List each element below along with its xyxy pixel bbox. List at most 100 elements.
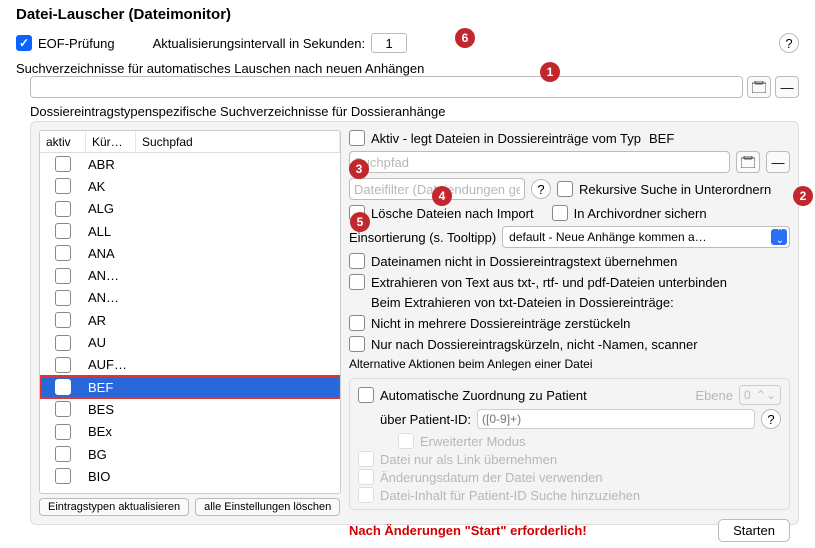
row-kurz: BEF bbox=[86, 380, 136, 395]
row-kurz: AN… bbox=[86, 290, 136, 305]
row-kurz: ALL bbox=[86, 224, 136, 239]
aktiv-checkbox[interactable] bbox=[349, 130, 365, 146]
table-row[interactable]: BEF bbox=[40, 376, 340, 398]
remove-dir-button[interactable]: — bbox=[775, 76, 799, 98]
table-row[interactable]: ALL bbox=[40, 220, 340, 242]
nofilename-checkbox[interactable] bbox=[349, 253, 365, 269]
suchpfad-browse-icon[interactable] bbox=[736, 151, 760, 173]
warn-label: Nach Änderungen "Start" erforderlich! bbox=[349, 523, 587, 538]
badge-2: 2 bbox=[793, 186, 813, 206]
badge-3: 3 bbox=[349, 159, 369, 179]
delete-label: Lösche Dateien nach Import bbox=[371, 206, 534, 221]
table-row[interactable]: ALG bbox=[40, 198, 340, 220]
table-row[interactable]: AN… bbox=[40, 264, 340, 286]
table-row[interactable]: ABR bbox=[40, 153, 340, 175]
refresh-types-button[interactable]: Eintragstypen aktualisieren bbox=[39, 498, 189, 516]
row-checkbox[interactable] bbox=[55, 290, 71, 306]
badge-1: 1 bbox=[540, 62, 560, 82]
row-checkbox[interactable] bbox=[55, 446, 71, 462]
mdate-checkbox bbox=[358, 469, 374, 485]
start-button[interactable]: Starten bbox=[718, 519, 790, 542]
row-kurz: AUF… bbox=[86, 357, 136, 372]
archive-label: In Archivordner sichern bbox=[574, 206, 707, 221]
table-row[interactable]: AUF… bbox=[40, 354, 340, 376]
badge-6: 6 bbox=[455, 28, 475, 48]
mdate-label: Änderungsdatum der Datei verwenden bbox=[380, 470, 603, 485]
type-table: aktiv Kür… Suchpfad ABR AK ALG ALL ANA AN… AN…… bbox=[39, 130, 341, 494]
row-checkbox[interactable] bbox=[55, 156, 71, 172]
searchdirs-label: Suchverzeichnisse für automatisches Laus… bbox=[16, 61, 424, 76]
table-row[interactable]: AU bbox=[40, 331, 340, 353]
interval-label: Aktualisierungsintervall in Sekunden: bbox=[153, 36, 365, 51]
onlykurz-label: Nur nach Dossiereintragskürzeln, nicht -… bbox=[371, 337, 698, 352]
searchdir-input[interactable] bbox=[30, 76, 743, 98]
clear-settings-button[interactable]: alle Einstellungen löschen bbox=[195, 498, 340, 516]
row-checkbox[interactable] bbox=[55, 468, 71, 484]
table-row[interactable]: BEx bbox=[40, 421, 340, 443]
row-checkbox[interactable] bbox=[55, 268, 71, 284]
row-kurz: ALG bbox=[86, 201, 136, 216]
browse-icon[interactable] bbox=[747, 76, 771, 98]
table-row[interactable]: BIO bbox=[40, 465, 340, 487]
content-label: Datei-Inhalt für Patient-ID Suche hinzuz… bbox=[380, 488, 640, 503]
extmode-checkbox bbox=[398, 433, 414, 449]
help-button[interactable]: ? bbox=[779, 33, 799, 53]
nofilename-label: Dateinamen nicht in Dossiereintragstext … bbox=[371, 254, 677, 269]
col-kurz[interactable]: Kür… bbox=[86, 131, 136, 152]
aktiv-type: BEF bbox=[649, 131, 674, 146]
filter-help-button[interactable]: ? bbox=[531, 179, 551, 199]
row-kurz: ANA bbox=[86, 246, 136, 261]
extract-title: Beim Extrahieren von txt-Dateien in Doss… bbox=[349, 295, 790, 310]
alt-title: Alternative Aktionen beim Anlegen einer … bbox=[349, 357, 790, 371]
sort-select[interactable]: default - Neue Anhänge kommen a… ⌃⌄ bbox=[502, 226, 790, 248]
col-such[interactable]: Suchpfad bbox=[136, 131, 340, 152]
row-kurz: AK bbox=[86, 179, 136, 194]
row-checkbox[interactable] bbox=[55, 335, 71, 351]
noextract-checkbox[interactable] bbox=[349, 274, 365, 290]
suchpfad-input[interactable] bbox=[349, 151, 730, 173]
aktiv-label: Aktiv - legt Dateien in Dossiereinträge … bbox=[371, 131, 641, 146]
table-row[interactable]: AR bbox=[40, 309, 340, 331]
detail-panel: Aktiv - legt Dateien in Dossiereinträge … bbox=[349, 130, 790, 516]
row-checkbox[interactable] bbox=[55, 178, 71, 194]
table-row[interactable]: BES bbox=[40, 398, 340, 420]
panel-title: Datei-Lauscher (Dateimonitor) bbox=[0, 0, 815, 29]
row-checkbox[interactable] bbox=[55, 379, 71, 395]
row-kurz: ABR bbox=[86, 157, 136, 172]
row-checkbox[interactable] bbox=[55, 401, 71, 417]
row-kurz: BES bbox=[86, 402, 136, 417]
row-checkbox[interactable] bbox=[55, 201, 71, 217]
row-checkbox[interactable] bbox=[55, 357, 71, 373]
pid-help-button[interactable]: ? bbox=[761, 409, 781, 429]
table-row[interactable]: ANA bbox=[40, 242, 340, 264]
ebene-stepper[interactable]: 0⌃⌄ bbox=[739, 385, 781, 405]
table-row[interactable]: BG bbox=[40, 443, 340, 465]
table-row[interactable]: BLU… bbox=[40, 487, 340, 489]
ebene-label: Ebene bbox=[695, 388, 733, 403]
row-kurz: BG bbox=[86, 447, 136, 462]
row-kurz: AR bbox=[86, 313, 136, 328]
aslink-checkbox bbox=[358, 451, 374, 467]
row-checkbox[interactable] bbox=[55, 424, 71, 440]
col-aktiv[interactable]: aktiv bbox=[40, 131, 86, 152]
row-checkbox[interactable] bbox=[55, 245, 71, 261]
table-row[interactable]: AK bbox=[40, 175, 340, 197]
aslink-label: Datei nur als Link übernehmen bbox=[380, 452, 557, 467]
interval-input[interactable] bbox=[371, 33, 407, 53]
row-kurz: BIO bbox=[86, 469, 136, 484]
pid-input[interactable] bbox=[477, 409, 755, 429]
autoassign-checkbox[interactable] bbox=[358, 387, 374, 403]
content-checkbox bbox=[358, 487, 374, 503]
sort-label: Einsortierung (s. Tooltipp) bbox=[349, 230, 496, 245]
nosplit-checkbox[interactable] bbox=[349, 315, 365, 331]
suchpfad-remove-button[interactable]: — bbox=[766, 151, 790, 173]
row-checkbox[interactable] bbox=[55, 312, 71, 328]
onlykurz-checkbox[interactable] bbox=[349, 336, 365, 352]
eof-checkbox[interactable] bbox=[16, 35, 32, 51]
badge-5: 5 bbox=[350, 212, 370, 232]
table-row[interactable]: AN… bbox=[40, 287, 340, 309]
row-checkbox[interactable] bbox=[55, 223, 71, 239]
recursive-checkbox[interactable] bbox=[557, 181, 573, 197]
row-kurz: AN… bbox=[86, 268, 136, 283]
archive-checkbox[interactable] bbox=[552, 205, 568, 221]
